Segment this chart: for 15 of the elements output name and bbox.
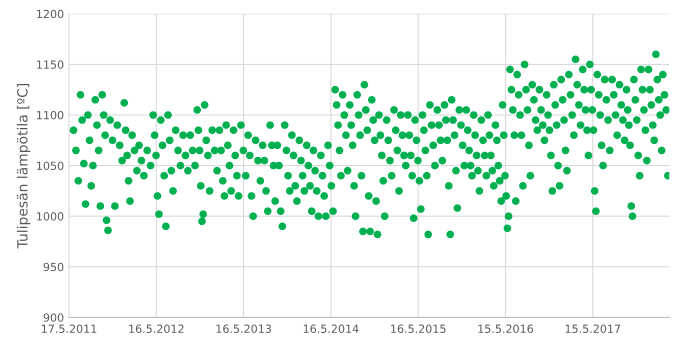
y-tick-label: 1050 — [37, 162, 64, 170]
y-tick-label: 900 — [44, 313, 64, 322]
y-tick-label: 1200 — [37, 10, 64, 18]
y-tick-label: 1100 — [37, 110, 64, 120]
x-tick-label: 17.5.2011 — [42, 324, 96, 333]
x-tick-label: 16.5.2014 — [304, 324, 359, 333]
y-tick-label: 1150 — [37, 60, 64, 69]
x-tick-label: 16.5.2013 — [216, 324, 271, 333]
y-tick-label: 950 — [44, 262, 64, 272]
x-tick-label: 16.5.2015 — [391, 324, 446, 333]
x-tick-label: 15.5.2016 — [478, 324, 534, 333]
x-tick-label: 16.5.2012 — [129, 324, 184, 333]
y-tick-label: 1000 — [37, 212, 64, 221]
y-axis-title: Tulipesän lämpötila [ºC] — [16, 84, 30, 248]
x-tick-label: 15.5.2017 — [566, 324, 620, 333]
